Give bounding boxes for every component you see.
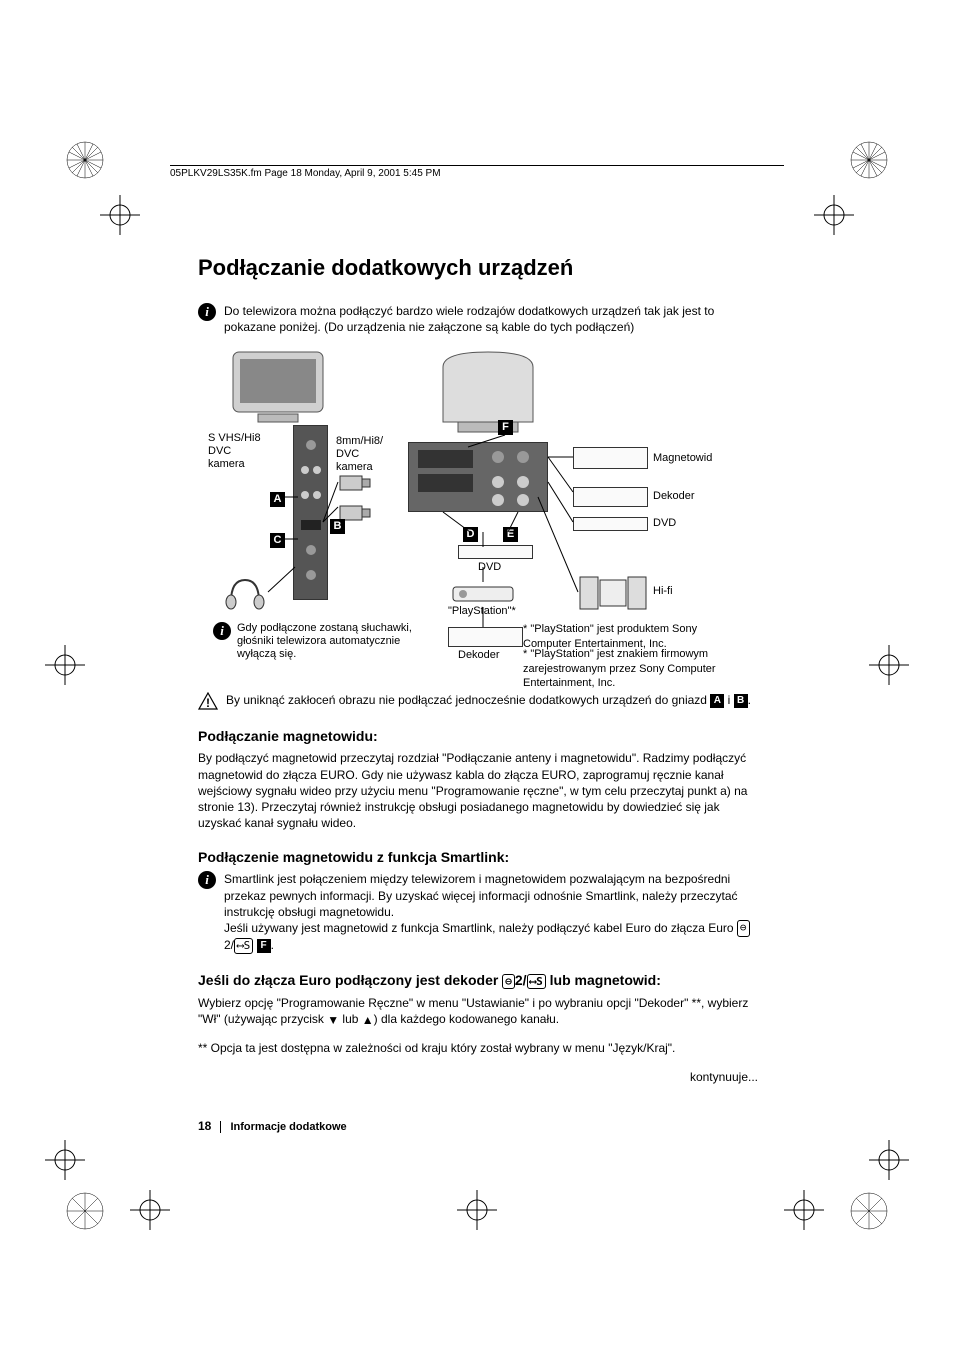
section-decoder-footnote: ** Opcja ta jest dostępna w zależności o…: [198, 1040, 758, 1056]
footer-divider: [220, 1121, 221, 1133]
section-decoder-body: Wybierz opcję "Programowanie Ręczne" w m…: [198, 995, 758, 1028]
info-icon: i: [198, 871, 216, 889]
scart-icon: ⊖: [502, 974, 515, 989]
section-smartlink-title: Podłączenie magnetowidu z funkcja Smartl…: [198, 849, 758, 865]
print-rosette: [849, 1191, 889, 1231]
registration-mark: [457, 1190, 497, 1230]
section-vcr-title: Podłączanie magnetowidu:: [198, 728, 758, 744]
continues-label: kontynuuje...: [198, 1070, 758, 1084]
registration-mark: [45, 1140, 85, 1180]
port-letter-f-inline: F: [257, 939, 271, 953]
sec3-a: Jeśli do złącza Euro podłączony jest dek…: [198, 972, 502, 988]
section-decoder-title: Jeśli do złącza Euro podłączony jest dek…: [198, 972, 758, 989]
info-icon: i: [198, 303, 216, 321]
smartlink-s-icon: ⟷S: [527, 974, 546, 989]
tv-back-icon: [433, 347, 543, 437]
smartlink-text-b: Jeśli używany jest magnetowid z funkcja …: [224, 921, 737, 935]
registration-mark: [100, 195, 140, 235]
warning-block: ! By uniknąć zakłoceń obrazu nie podłącz…: [198, 692, 758, 710]
intro-block: i Do telewizora można podłączyć bardzo w…: [198, 303, 758, 335]
intro-text: Do telewizora można podłączyć bardzo wie…: [224, 303, 758, 335]
info-icon: i: [213, 622, 231, 640]
headphones-icon: [223, 572, 268, 612]
decoder-label: Dekoder: [653, 490, 695, 503]
page-number: 18: [198, 1119, 211, 1133]
footer-section-label: Informacje dodatkowe: [230, 1121, 346, 1133]
mm8-label: 8mm/Hi8/ DVC kamera: [336, 435, 383, 473]
page-footer: 18 Informacje dodatkowe: [198, 1119, 347, 1133]
arrow-up-icon: ▲: [362, 1012, 374, 1028]
ps-footnote-2: * "PlayStation" jest znakiem firmowym za…: [523, 647, 743, 690]
header-stamp: 05PLKV29LS35K.fm Page 18 Monday, April 9…: [170, 165, 784, 179]
registration-mark: [784, 1190, 824, 1230]
svg-text:!: !: [206, 696, 210, 710]
diagram-lines-right: [408, 432, 658, 652]
tv-front-icon: [228, 347, 328, 427]
warn-part2: i: [724, 693, 733, 707]
sec3-b: 2/: [515, 972, 527, 988]
registration-mark: [130, 1190, 170, 1230]
sec3-body-b: ) dla każdego kodowanego kanału.: [374, 1012, 559, 1026]
arrow-or: lub: [339, 1012, 362, 1026]
scart-num: 2/: [224, 938, 234, 952]
registration-mark: [869, 1140, 909, 1180]
port-letter-a-inline: A: [710, 694, 724, 708]
page-content: Podłączanie dodatkowych urządzeń i Do te…: [198, 255, 758, 1084]
registration-mark: [869, 645, 909, 685]
print-rosette: [65, 1191, 105, 1231]
print-rosette: [65, 140, 105, 180]
warning-icon: !: [198, 692, 218, 710]
smartlink-s-icon: ⟷S: [234, 938, 253, 955]
smartlink-text-a: Smartlink jest połączeniem między telewi…: [224, 872, 738, 918]
registration-mark: [45, 645, 85, 685]
registration-mark: [814, 195, 854, 235]
smartlink-text: Smartlink jest połączeniem między telewi…: [224, 871, 758, 954]
camera-icon: [338, 472, 373, 494]
warn-part1: By uniknąć zakłoceń obrazu nie podłączać…: [226, 693, 710, 707]
connection-diagram: S VHS/Hi8 DVC kamera 8mm/Hi8/ DVC kamera…: [198, 347, 758, 682]
headphone-note: i Gdy podłączone zostaną słuchawki, głoś…: [213, 622, 413, 660]
page-title: Podłączanie dodatkowych urządzeń: [198, 255, 758, 281]
section-vcr-body: By podłączyć magnetowid przeczytaj rozdz…: [198, 750, 758, 831]
smartlink-block: i Smartlink jest połączeniem między tele…: [198, 871, 758, 954]
warning-text: By uniknąć zakłoceń obrazu nie podłączać…: [226, 692, 751, 708]
headphone-note-text: Gdy podłączone zostaną słuchawki, głośni…: [237, 622, 413, 660]
scart-icon: ⊖: [737, 920, 750, 937]
vcr-label: Magnetowid: [653, 452, 712, 465]
arrow-down-icon: ▼: [327, 1012, 339, 1028]
diagram-lines: [263, 427, 343, 607]
warn-part3: .: [748, 693, 751, 707]
svhs-label: S VHS/Hi8 DVC kamera: [208, 432, 261, 470]
print-rosette: [849, 140, 889, 180]
port-letter-b-inline: B: [734, 694, 748, 708]
sec3-c: lub magnetowid:: [546, 972, 661, 988]
